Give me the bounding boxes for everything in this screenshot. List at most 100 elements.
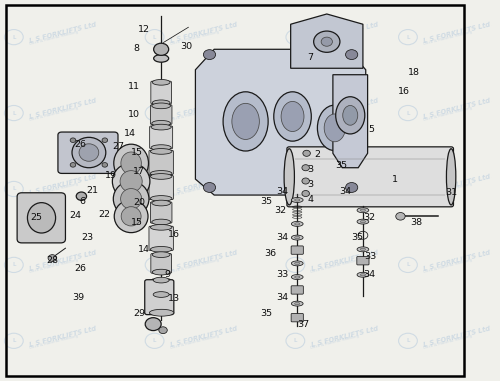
Text: L S FORKLIFTS Ltd: L S FORKLIFTS Ltd [310,97,378,120]
FancyBboxPatch shape [357,256,369,265]
Ellipse shape [152,219,171,225]
Ellipse shape [79,144,99,161]
Ellipse shape [120,189,142,209]
Text: L S FORKLIFTS Ltd: L S FORKLIFTS Ltd [310,21,378,44]
Text: 17: 17 [133,167,145,176]
Text: 25: 25 [30,213,42,222]
Ellipse shape [294,223,300,225]
Text: 5: 5 [368,125,374,134]
Text: L: L [12,35,16,40]
Text: Dock & Material Handling: Dock & Material Handling [29,30,78,46]
Circle shape [102,163,108,167]
Text: L: L [153,35,156,40]
Circle shape [154,43,168,55]
Ellipse shape [150,171,172,176]
Text: L S FORKLIFTS Ltd: L S FORKLIFTS Ltd [423,173,491,196]
Ellipse shape [274,92,312,141]
Text: L S FORKLIFTS Ltd: L S FORKLIFTS Ltd [423,21,491,44]
Circle shape [145,318,161,331]
Text: 27: 27 [112,142,124,151]
Ellipse shape [150,247,172,252]
Text: L: L [153,110,156,115]
Text: L S FORKLIFTS Ltd: L S FORKLIFTS Ltd [170,173,238,196]
FancyBboxPatch shape [151,253,172,273]
Text: L: L [12,186,16,192]
Text: L S FORKLIFTS Ltd: L S FORKLIFTS Ltd [29,173,97,196]
Ellipse shape [292,261,303,266]
FancyBboxPatch shape [17,193,66,243]
Text: 35: 35 [260,309,272,319]
FancyBboxPatch shape [150,202,172,223]
Text: 19: 19 [105,171,117,180]
Text: Dock & Material Handling: Dock & Material Handling [29,182,78,198]
Text: 13: 13 [168,294,180,303]
Text: L S FORKLIFTS Ltd: L S FORKLIFTS Ltd [310,249,378,272]
Text: 33: 33 [364,253,376,261]
Text: Dock & Material Handling: Dock & Material Handling [423,30,472,46]
Polygon shape [196,49,366,195]
Text: 31: 31 [445,188,457,197]
Text: 34: 34 [276,187,288,196]
Text: 10: 10 [128,110,140,119]
Ellipse shape [121,152,142,174]
Circle shape [346,182,358,192]
Text: L: L [12,263,16,267]
Text: L S FORKLIFTS Ltd: L S FORKLIFTS Ltd [170,325,238,347]
Text: 21: 21 [86,186,98,195]
FancyBboxPatch shape [58,132,118,173]
Text: L: L [294,35,297,40]
Ellipse shape [150,309,174,316]
Ellipse shape [294,237,300,239]
Text: 15: 15 [131,218,143,227]
Ellipse shape [324,114,345,142]
Text: 34: 34 [276,234,288,242]
Text: L: L [12,110,16,115]
Text: L S FORKLIFTS Ltd: L S FORKLIFTS Ltd [29,249,97,272]
Text: L S FORKLIFTS Ltd: L S FORKLIFTS Ltd [310,325,378,347]
Text: 24: 24 [70,211,82,220]
Text: 29: 29 [133,309,145,319]
Ellipse shape [294,199,300,201]
Text: 1: 1 [392,174,398,184]
Ellipse shape [292,221,303,226]
Ellipse shape [357,219,369,224]
Polygon shape [290,14,363,68]
Circle shape [204,182,216,192]
Ellipse shape [357,208,369,213]
Circle shape [321,37,332,46]
FancyBboxPatch shape [150,105,172,125]
Text: L S FORKLIFTS Ltd: L S FORKLIFTS Ltd [29,325,97,347]
Text: L: L [294,110,297,115]
FancyBboxPatch shape [149,150,174,174]
Circle shape [303,150,310,156]
Text: 20: 20 [133,198,145,207]
Text: Dock & Material Handling: Dock & Material Handling [423,106,472,122]
Text: Dock & Material Handling: Dock & Material Handling [423,258,472,274]
Text: L: L [294,338,297,343]
Ellipse shape [294,303,300,305]
Ellipse shape [357,247,369,252]
Text: 18: 18 [408,68,420,77]
Ellipse shape [281,101,304,131]
Text: Dock & Material Handling: Dock & Material Handling [170,106,219,122]
Text: L: L [294,263,297,267]
Ellipse shape [446,149,456,205]
Text: 33: 33 [276,270,288,279]
Ellipse shape [114,144,148,182]
Text: 26: 26 [74,264,86,273]
Text: L S FORKLIFTS Ltd: L S FORKLIFTS Ltd [170,97,238,120]
Text: 32: 32 [274,206,286,215]
Text: 3: 3 [308,180,314,189]
Ellipse shape [357,272,369,277]
Ellipse shape [360,248,366,250]
Ellipse shape [120,171,142,192]
Circle shape [346,50,358,59]
Ellipse shape [151,124,171,130]
Ellipse shape [121,207,141,226]
Ellipse shape [152,120,171,126]
Text: L S FORKLIFTS Ltd: L S FORKLIFTS Ltd [29,97,97,120]
Text: L S FORKLIFTS Ltd: L S FORKLIFTS Ltd [423,325,491,347]
Text: 35: 35 [335,161,347,170]
Text: Dock & Material Handling: Dock & Material Handling [29,334,78,350]
Ellipse shape [336,97,365,134]
